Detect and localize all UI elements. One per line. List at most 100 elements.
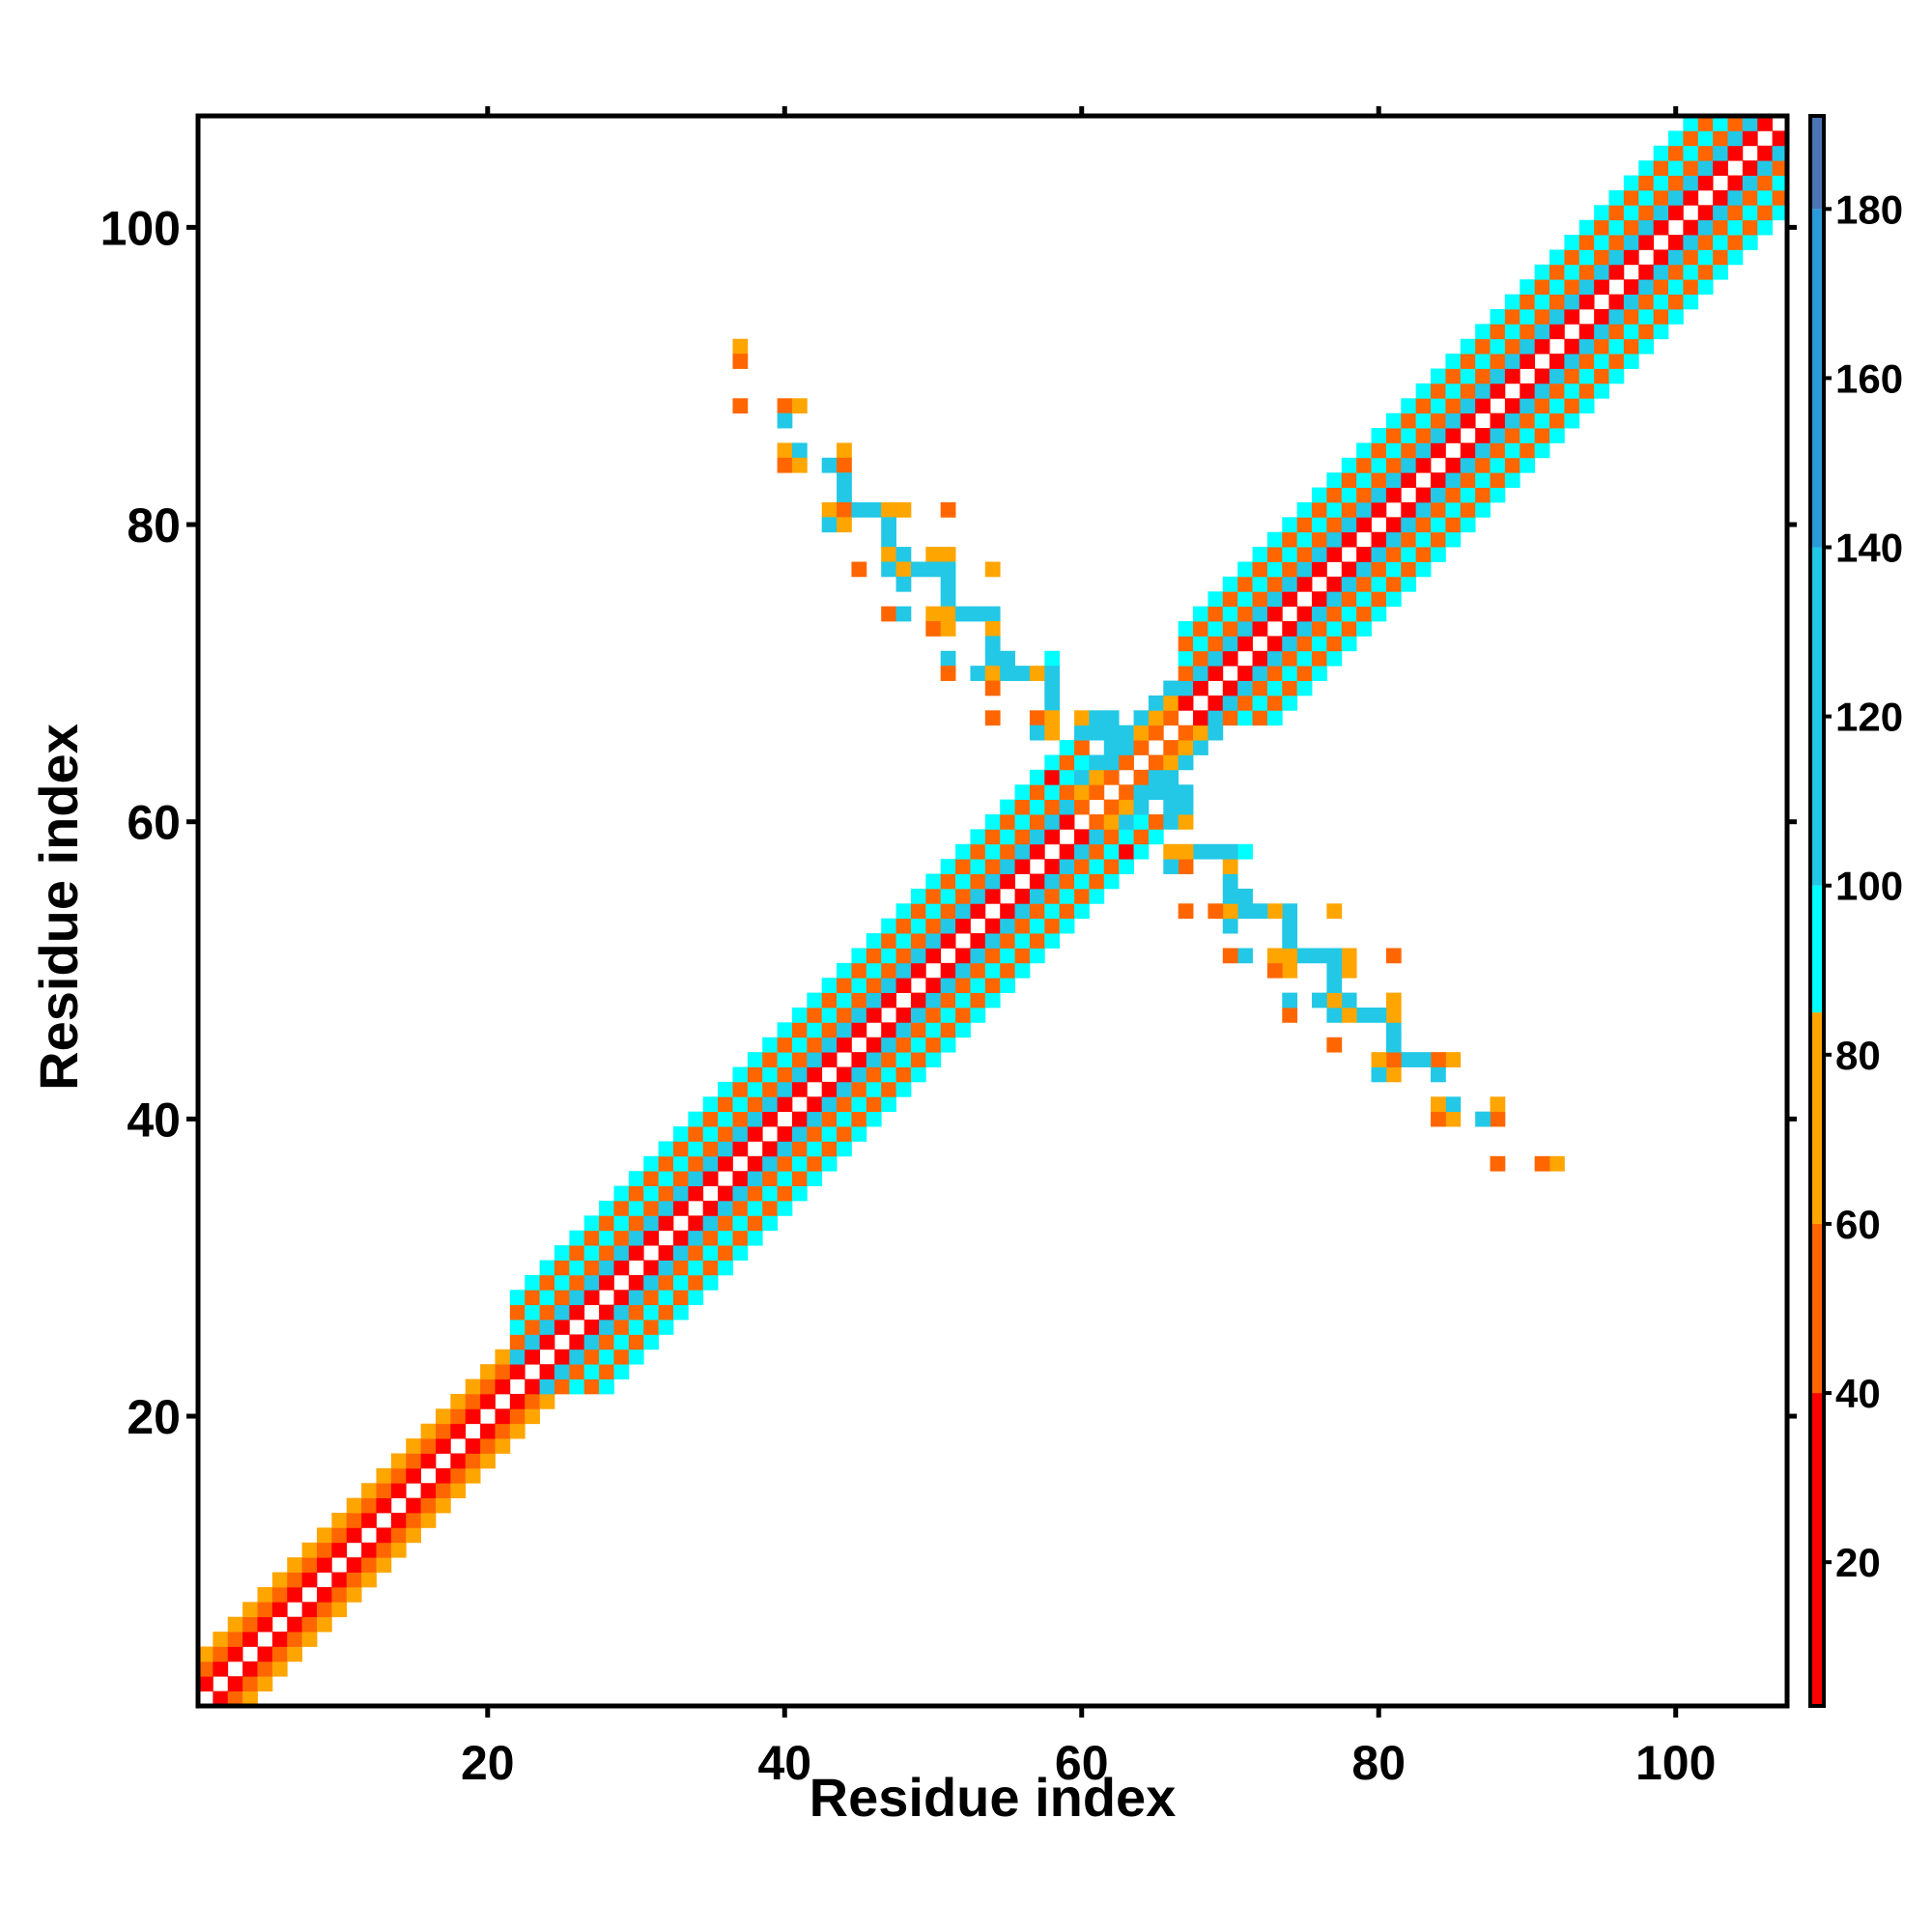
heatmap-cell [1222,636,1238,652]
heatmap-cell [718,1185,733,1202]
heatmap-cell [1549,1155,1565,1172]
heatmap-cell [807,1096,823,1113]
heatmap-cell [955,978,971,993]
heatmap-cell [1222,695,1238,711]
heatmap-cell [955,903,971,920]
heatmap-cell [1282,992,1298,1009]
heatmap-cell [1683,160,1699,176]
heatmap-cell [940,547,956,562]
heatmap-cell [554,1290,570,1306]
heatmap-cell [1044,799,1061,815]
heatmap-cell [1564,235,1580,250]
heatmap-cell [1193,724,1208,741]
heatmap-cell [1341,621,1357,637]
heatmap-cell [762,1081,778,1097]
colorbar-tick-label: 60 [1835,1202,1881,1247]
heatmap-cell [227,1616,243,1633]
heatmap-cell [331,1602,348,1618]
heatmap-cell [287,1646,303,1662]
heatmap-cell [1312,666,1327,681]
heatmap-cell [1564,398,1580,414]
heatmap-cell [1653,264,1669,280]
heatmap-cell [1000,918,1015,934]
heatmap-cell [1148,784,1164,801]
heatmap-cell [1653,219,1669,236]
heatmap-cell [1623,294,1639,310]
heatmap-cell [1178,799,1194,815]
heatmap-cell [910,561,926,578]
heatmap-cell [1549,249,1565,266]
heatmap-cell [984,710,1001,726]
heatmap-cell [1697,116,1714,131]
heatmap-cell [881,1037,896,1053]
heatmap-cell [1119,829,1134,845]
heatmap-cell [1697,130,1714,147]
heatmap-cell [1697,175,1714,191]
heatmap-cell [390,1542,407,1558]
heatmap-cell [1089,754,1105,771]
heatmap-cell [984,606,1001,622]
heatmap-cell [1341,561,1357,578]
heatmap-cell [1029,948,1045,964]
heatmap-cell [821,1141,838,1157]
heatmap-cell [984,992,1001,1009]
heatmap-cell [599,1245,614,1261]
heatmap-cell [1431,1066,1446,1083]
heatmap-cell [1578,235,1595,250]
heatmap-cell [539,1260,555,1276]
heatmap-cell [984,814,1001,830]
heatmap-cell [732,1200,749,1216]
heatmap-cell [1029,710,1045,726]
heatmap-cell [1668,264,1684,280]
heatmap-cell [554,1378,570,1395]
heatmap-cell [1371,1052,1387,1067]
heatmap-cell [777,1081,793,1097]
heatmap-cell [1296,680,1313,696]
heatmap-cell [1520,442,1536,459]
heatmap-cell [1178,903,1194,920]
heatmap-cell [970,666,986,681]
heatmap-cell [1193,710,1208,726]
heatmap-cell [851,1126,867,1142]
heatmap-cell [1312,606,1327,622]
heatmap-cell [539,1378,555,1395]
heatmap-cell [1757,145,1774,161]
heatmap-cell [1772,189,1788,206]
heatmap-cell [1385,457,1402,473]
heatmap-cell [1296,531,1313,548]
heatmap-cell [1208,724,1224,741]
heatmap-cell [658,1185,674,1202]
heatmap-cell [1385,531,1402,548]
heatmap-cell [732,1171,749,1186]
heatmap-cell [718,1096,733,1113]
y-tick-label: 80 [127,498,181,553]
heatmap-cell [925,1022,942,1038]
heatmap-cell [1237,636,1253,652]
colorbar-tick-label: 160 [1835,355,1903,401]
heatmap-cell [1266,531,1283,548]
heatmap-cell [1266,650,1283,667]
heatmap-cell [1326,606,1343,622]
heatmap-cell [450,1483,467,1499]
heatmap-cell [643,1334,659,1350]
heatmap-cell [301,1602,318,1618]
heatmap-cell [1371,561,1387,578]
heatmap-cell [1431,398,1446,414]
heatmap-cell [569,1304,585,1321]
heatmap-cell [791,1171,808,1186]
heatmap-cell [1282,695,1298,711]
heatmap-cell [837,457,852,473]
heatmap-cell [406,1513,421,1528]
x-tick-label: 60 [1055,1736,1109,1790]
heatmap-cell [583,1290,600,1306]
heatmap-cell [1163,754,1179,771]
heatmap-cell [702,1260,719,1276]
heatmap-cell [1178,784,1194,801]
heatmap-cell [1578,324,1595,340]
heatmap-cell [747,1066,763,1083]
heatmap-cell [569,1230,585,1246]
heatmap-cell [1252,621,1268,637]
heatmap-cell [984,933,1001,949]
heatmap-cell [1594,235,1609,250]
heatmap-cell [1742,160,1758,176]
